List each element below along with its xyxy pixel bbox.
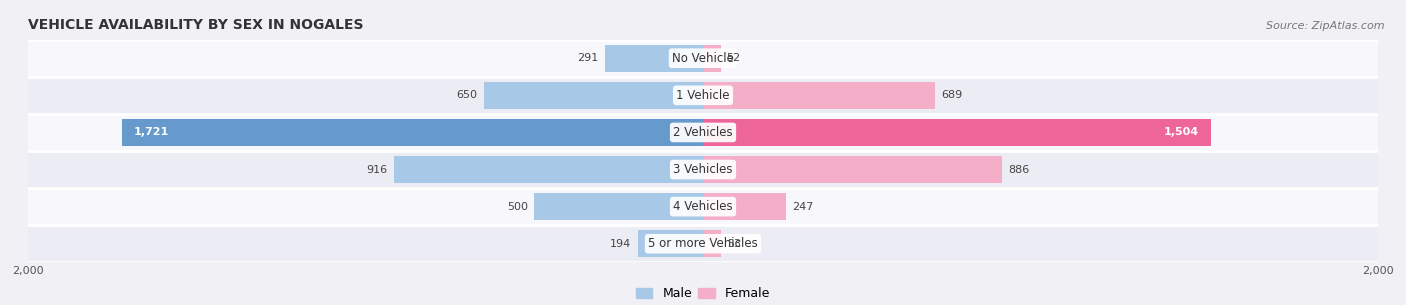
Bar bbox=[28, 114, 1378, 151]
Bar bbox=[637, 230, 703, 257]
Bar bbox=[484, 82, 703, 109]
Text: 886: 886 bbox=[1008, 164, 1029, 174]
Bar bbox=[534, 193, 703, 220]
Text: VEHICLE AVAILABILITY BY SEX IN NOGALES: VEHICLE AVAILABILITY BY SEX IN NOGALES bbox=[28, 18, 364, 31]
Bar bbox=[703, 193, 786, 220]
Text: 53: 53 bbox=[727, 239, 741, 249]
Text: 689: 689 bbox=[942, 90, 963, 100]
Legend: Male, Female: Male, Female bbox=[631, 282, 775, 305]
Bar bbox=[122, 119, 703, 146]
Bar bbox=[28, 40, 1378, 77]
Bar bbox=[28, 151, 1378, 188]
Bar bbox=[703, 230, 721, 257]
Text: 916: 916 bbox=[367, 164, 388, 174]
Text: 247: 247 bbox=[793, 202, 814, 212]
Text: 1 Vehicle: 1 Vehicle bbox=[676, 89, 730, 102]
Text: Source: ZipAtlas.com: Source: ZipAtlas.com bbox=[1267, 21, 1385, 31]
Bar bbox=[703, 82, 935, 109]
Text: 291: 291 bbox=[578, 53, 599, 63]
Text: 4 Vehicles: 4 Vehicles bbox=[673, 200, 733, 213]
Text: 2 Vehicles: 2 Vehicles bbox=[673, 126, 733, 139]
Bar bbox=[28, 188, 1378, 225]
Text: 52: 52 bbox=[727, 53, 741, 63]
Bar bbox=[394, 156, 703, 183]
Text: 1,721: 1,721 bbox=[134, 127, 169, 138]
Bar bbox=[703, 156, 1002, 183]
Text: 3 Vehicles: 3 Vehicles bbox=[673, 163, 733, 176]
Text: No Vehicle: No Vehicle bbox=[672, 52, 734, 65]
Bar bbox=[28, 77, 1378, 114]
Bar bbox=[605, 45, 703, 72]
Text: 1,504: 1,504 bbox=[1164, 127, 1199, 138]
Bar bbox=[28, 225, 1378, 262]
Bar bbox=[703, 119, 1211, 146]
Text: 650: 650 bbox=[457, 90, 478, 100]
Text: 500: 500 bbox=[508, 202, 529, 212]
Text: 194: 194 bbox=[610, 239, 631, 249]
Bar bbox=[703, 45, 720, 72]
Text: 5 or more Vehicles: 5 or more Vehicles bbox=[648, 237, 758, 250]
